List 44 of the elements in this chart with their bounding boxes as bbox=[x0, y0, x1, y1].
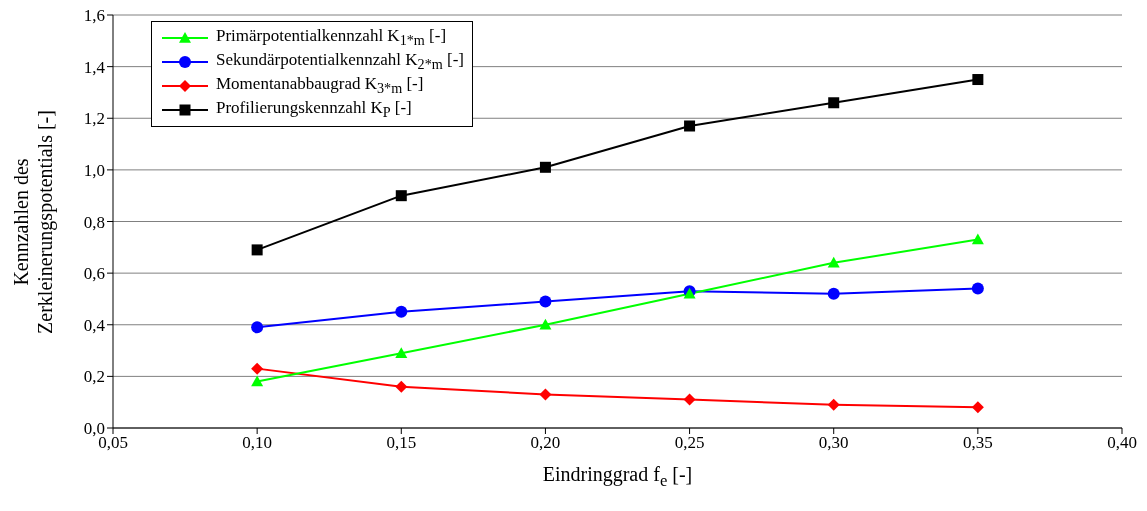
point bbox=[683, 393, 696, 406]
y-tick-label: 0,8 bbox=[83, 212, 105, 232]
point bbox=[251, 362, 264, 375]
legend-label: Profilierungskennzahl K$_{P}$ [-] bbox=[216, 98, 412, 122]
legend-label: Momentanabbaugrad K$_{3*m}$ [-] bbox=[216, 74, 424, 98]
point bbox=[971, 282, 984, 295]
x-tick-label: 0,20 bbox=[530, 433, 561, 453]
point bbox=[828, 97, 840, 109]
y-tick-label: 0,4 bbox=[83, 315, 106, 335]
point bbox=[827, 287, 840, 300]
y-tick-label: 1,2 bbox=[83, 109, 105, 129]
point bbox=[395, 305, 408, 318]
point bbox=[395, 380, 408, 393]
point bbox=[251, 321, 264, 334]
point bbox=[971, 401, 984, 414]
x-tick-label: 0,35 bbox=[962, 433, 993, 453]
x-tick-label: 0,30 bbox=[818, 433, 849, 453]
y-tick-label: 1,6 bbox=[83, 6, 105, 26]
point bbox=[395, 190, 407, 202]
y-tick-label: 1,4 bbox=[83, 57, 106, 77]
y-tick-label: 1,0 bbox=[83, 160, 105, 180]
x-tick-label: 0,05 bbox=[98, 433, 128, 453]
legend-label: Primärpotentialkennzahl K$_{1*m}$ [-] bbox=[216, 26, 447, 50]
x-tick-label: 0,15 bbox=[386, 433, 417, 453]
point bbox=[395, 347, 408, 358]
y-axis-title: Kennzahlen des Zerkleinerungspotentials [-] bbox=[9, 108, 57, 336]
point bbox=[972, 74, 984, 86]
point bbox=[971, 233, 984, 245]
y-tick-label: 0,2 bbox=[83, 367, 105, 387]
point bbox=[251, 375, 264, 387]
x-axis-title: Eindringgrad f$_{e}$ [-] bbox=[541, 463, 694, 491]
point bbox=[539, 295, 552, 308]
point bbox=[251, 244, 263, 256]
point bbox=[539, 388, 552, 401]
x-tick-label: 0,10 bbox=[242, 433, 273, 453]
legend-label: Sekundärpotentialkennzahl K$_{2*m}$ [-] bbox=[216, 50, 464, 74]
y-tick-label: 0,6 bbox=[83, 264, 105, 284]
x-tick-label: 0,25 bbox=[674, 433, 705, 453]
point bbox=[827, 398, 840, 411]
x-tick-label: 0,40 bbox=[1107, 433, 1137, 453]
point bbox=[684, 120, 696, 132]
point bbox=[539, 161, 551, 173]
point bbox=[827, 256, 840, 268]
point bbox=[539, 318, 552, 330]
